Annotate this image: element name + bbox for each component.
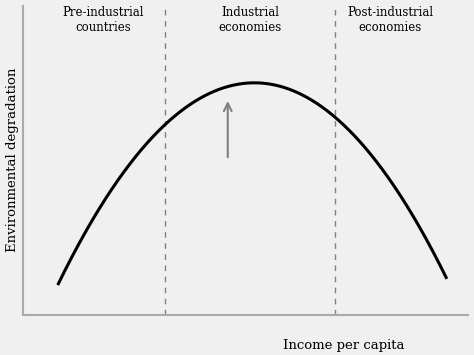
Text: Post-industrial
economies: Post-industrial economies (347, 6, 434, 34)
Y-axis label: Environmental degradation: Environmental degradation (6, 68, 18, 252)
Text: Pre-industrial
countries: Pre-industrial countries (62, 6, 144, 34)
X-axis label: Income per capita: Income per capita (283, 339, 404, 352)
Text: Industrial
economies: Industrial economies (219, 6, 282, 34)
